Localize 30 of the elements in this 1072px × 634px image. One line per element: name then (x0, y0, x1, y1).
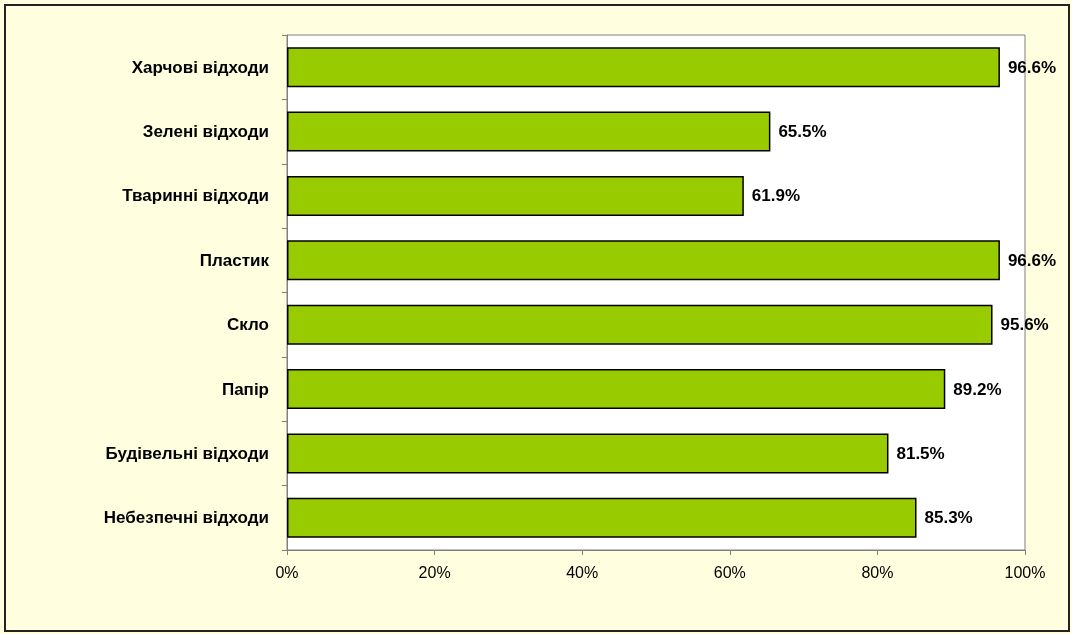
bar (287, 304, 993, 345)
y-tick-label: Зелені відходи (142, 122, 269, 142)
bar (287, 175, 744, 216)
x-tick-label: 0% (275, 563, 299, 581)
bar (287, 111, 771, 152)
y-tick-label: Папір (221, 379, 269, 399)
data-label: 95.6% (1000, 315, 1049, 335)
y-tick-label: Тваринні відходи (122, 186, 269, 206)
data-label: 65.5% (778, 122, 827, 142)
bar (287, 497, 917, 538)
y-tick-label: Будівельні відходи (105, 443, 269, 463)
y-tick-label: Небезпечні відходи (103, 508, 269, 528)
data-label: 96.6% (1007, 250, 1057, 270)
data-label: 89.2% (953, 379, 1002, 399)
x-tick-label: 40% (566, 563, 599, 581)
y-tick-label: Пластик (199, 250, 270, 270)
data-label: 81.5% (896, 443, 945, 463)
x-tick-label: 60% (713, 563, 746, 581)
x-tick-label: 100% (1004, 563, 1046, 581)
x-tick-label: 20% (418, 563, 451, 581)
x-tick-label: 80% (861, 563, 894, 581)
bar (287, 369, 946, 410)
bar (287, 47, 1000, 88)
data-label: 96.6% (1007, 57, 1057, 77)
bar (287, 240, 1000, 281)
y-tick-label: Скло (227, 315, 269, 335)
data-label: 85.3% (924, 508, 973, 528)
data-label: 61.9% (751, 186, 801, 206)
bar (287, 433, 889, 474)
y-tick-label: Харчові відходи (131, 57, 269, 77)
